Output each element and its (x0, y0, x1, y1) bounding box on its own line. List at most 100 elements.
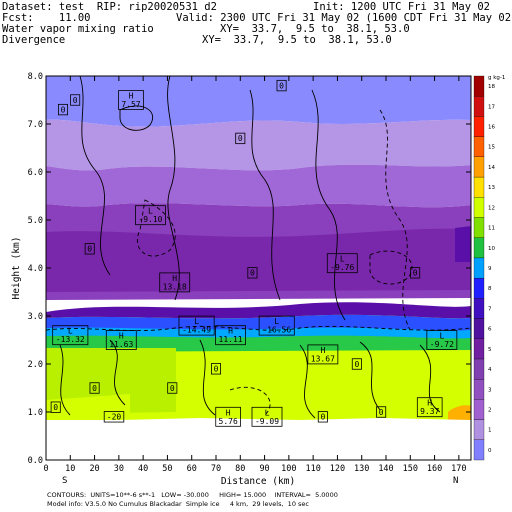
shade-level-12b (46, 394, 130, 420)
contour-label-box (410, 267, 421, 279)
contour-label-box (89, 382, 100, 394)
contour-label-text: L -9.76 (330, 255, 354, 273)
contour-line (359, 341, 381, 411)
colorbar-level: 3 (488, 387, 492, 393)
contour-label-text: H 11.11 (219, 327, 243, 345)
contour-label-box (135, 205, 166, 226)
shade-level-10 (46, 335, 471, 352)
contour-label: L -13.32 (52, 325, 89, 346)
dataset-label: Dataset: test RIP: rip20020531 d2 (2, 1, 217, 13)
x-tick-label: 0 (43, 464, 48, 474)
contour-label-box (276, 79, 287, 92)
contour-label-box (103, 411, 125, 423)
contour-label: H 11.11 (215, 325, 246, 346)
contour-info: CONTOURS: UNITS=10**-6 s**-1 LOW= -30.00… (47, 491, 338, 499)
contour-label-text: L -9.72 (430, 332, 454, 350)
colorbar-swatch (473, 156, 485, 178)
contour-line (46, 325, 471, 332)
contour-line (311, 89, 346, 321)
colorbar-swatch (473, 217, 485, 238)
shade-level-1 (46, 119, 471, 171)
x-axis-title: Distance (km) (221, 476, 295, 487)
contour-line (167, 76, 180, 301)
x-tick-label: 50 (162, 464, 172, 474)
x-tick-label: 110 (305, 464, 320, 474)
contour-label-box (376, 406, 387, 418)
contour-line (369, 250, 413, 285)
colorbar-unit: g kg-1 (488, 75, 505, 81)
colorbar-swatch (473, 419, 485, 440)
contour-line (79, 76, 111, 276)
x-tick-label: 40 (138, 464, 148, 474)
contour-label-text: H 13.67 (311, 346, 335, 364)
colorbar-swatch (473, 338, 485, 360)
contour-line (59, 344, 71, 416)
contour-label-box (215, 406, 241, 427)
x-tick-label: 60 (187, 464, 197, 474)
contour-label-text: 0 (354, 360, 359, 369)
contour-label-text: 0 (413, 269, 418, 278)
contour-label-box (159, 272, 191, 293)
colorbar-level: 13 (488, 185, 495, 191)
contour-label-text: 0 (61, 105, 66, 114)
y-tick-label: 7.0 (28, 120, 43, 130)
contour-label: -20 (103, 411, 125, 423)
contour-label-text: 0 (320, 413, 325, 422)
forecast-hour: Fcst: 11.00 (2, 12, 91, 24)
contour-label-text: 0 (170, 384, 175, 393)
colorbar-level: 14 (488, 165, 495, 171)
contour-label: 0 (247, 267, 258, 279)
shade-level-5 (455, 226, 471, 262)
contour-label-box (251, 406, 283, 427)
colorbar-swatch (473, 399, 485, 420)
contour-label: 0 (210, 363, 221, 375)
contour-label: L -9.10 (135, 205, 166, 226)
contour-label-box (215, 325, 246, 346)
contour-label: 0 (410, 267, 421, 279)
contour-label-box (167, 382, 178, 394)
contour-line (249, 89, 281, 301)
contour-label-box (235, 132, 246, 145)
contour-label-box (307, 344, 339, 365)
shade-level-2 (46, 164, 471, 208)
contour-label: L -16.56 (258, 315, 295, 336)
y-tick-label: 2.0 (28, 360, 43, 370)
contour-label: 0 (317, 411, 328, 423)
colorbar-level: 15 (488, 145, 495, 151)
colorbar-level: 12 (488, 205, 495, 211)
contour-label-box (58, 103, 69, 116)
contour-label-text: L -16.56 (262, 317, 291, 335)
colorbar-swatch (473, 257, 485, 279)
contour-label: H 5.76 (215, 406, 241, 427)
colorbar-swatch (473, 136, 485, 157)
contour-label: 0 (89, 382, 100, 394)
contour-label-text: L -9.10 (138, 207, 162, 225)
contour-label-text: 0 (214, 365, 219, 374)
model-info: Model info: V3.5.0 No Cumulus Blackadar … (47, 500, 309, 508)
contour-label-box (178, 315, 215, 336)
contour-line (379, 109, 411, 331)
x-tick-label: 30 (114, 464, 124, 474)
contour-label-text: L -13.32 (56, 327, 85, 345)
colorbar-level: 5 (488, 347, 492, 353)
contour-line (119, 105, 153, 131)
contour-label-text: 0 (250, 269, 255, 278)
field1-xy: XY= 33.7, 9.5 to 38.1, 53.0 (220, 23, 410, 35)
colorbar-swatch (473, 439, 485, 461)
y-axis-title: Height (km) (11, 237, 22, 300)
colorbar-swatch (473, 75, 485, 97)
colorbar-level: 4 (488, 367, 492, 373)
contour-label-text: 0 (53, 403, 58, 412)
colorbar-level: 11 (488, 226, 495, 232)
contour-label-text: H 5.76 (219, 408, 238, 426)
contour-line (299, 344, 316, 419)
shading-layer (46, 76, 471, 460)
x-tick-label: 160 (427, 464, 442, 474)
colorbar-swatch (473, 379, 485, 400)
x-tick-label: 80 (235, 464, 245, 474)
contour-label-text: H 11.63 (109, 332, 133, 350)
shade-level-4 (46, 228, 471, 292)
x-tick-label: 10 (65, 464, 75, 474)
contour-line (419, 344, 441, 413)
colorbar-swatch (473, 96, 485, 117)
